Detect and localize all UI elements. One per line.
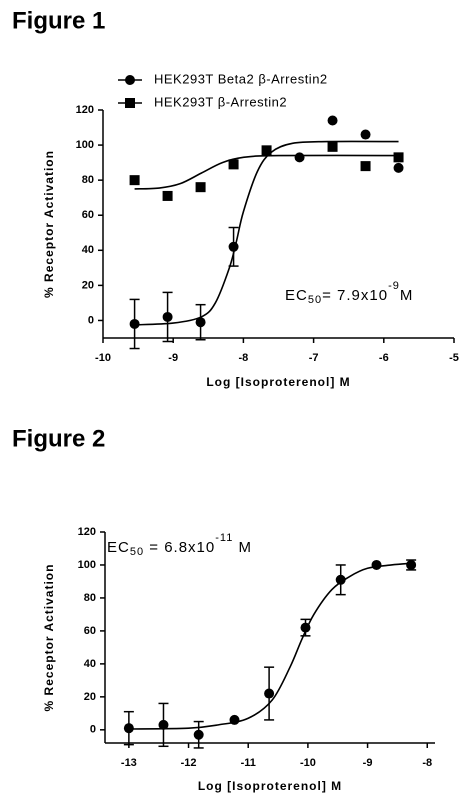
x-axis-label: Log [Isoproterenol] M	[198, 779, 342, 793]
annotation-part: -9	[388, 280, 400, 292]
marker	[229, 714, 240, 725]
annotation-part: M	[233, 539, 252, 556]
fit-curve	[128, 562, 412, 730]
x-tick-label: -9	[363, 757, 373, 769]
y-tick-label: 20	[82, 279, 94, 291]
y-tick-label: 80	[82, 174, 94, 186]
annotation-part: M	[400, 287, 414, 304]
annotation: EC50= 7.9x10-9M	[285, 280, 413, 306]
marker	[162, 311, 173, 322]
marker	[129, 175, 140, 186]
marker	[335, 574, 346, 585]
fit-curve	[134, 154, 399, 190]
marker	[393, 162, 404, 173]
y-axis-label: % Receptor Activation	[42, 564, 56, 712]
legend-label: HEK293T β-Arrestin2	[154, 94, 287, 109]
x-tick-label: -10	[300, 757, 316, 769]
annotation-part: EC	[107, 539, 130, 556]
marker	[264, 688, 275, 699]
annotation-part: 50	[308, 294, 322, 306]
marker	[327, 115, 338, 126]
y-tick-label: 20	[84, 691, 96, 703]
figure-title: Figure 2	[12, 425, 105, 452]
marker	[162, 190, 173, 201]
marker	[125, 98, 135, 108]
marker	[123, 723, 134, 734]
y-tick-label: 40	[82, 244, 94, 256]
y-tick-label: 0	[90, 724, 96, 736]
x-tick-label: -8	[239, 352, 249, 364]
y-axis-label: % Receptor Activation	[42, 150, 56, 298]
marker	[360, 129, 371, 140]
marker	[125, 75, 135, 85]
y-tick-label: 120	[78, 526, 96, 538]
annotation-part: = 6.8x10	[144, 539, 215, 556]
x-tick-label: -7	[309, 352, 319, 364]
marker	[193, 729, 204, 740]
marker	[327, 141, 338, 152]
y-tick-label: 0	[88, 314, 94, 326]
marker	[294, 152, 305, 163]
marker	[406, 559, 417, 570]
x-tick-label: -6	[379, 352, 389, 364]
marker	[228, 241, 239, 252]
marker	[195, 182, 206, 193]
y-tick-label: 40	[84, 658, 96, 670]
marker	[228, 159, 239, 170]
marker	[371, 559, 382, 570]
y-tick-label: 80	[84, 592, 96, 604]
x-axis-label: Log [Isoproterenol] M	[206, 375, 350, 389]
marker	[129, 318, 140, 329]
marker	[195, 317, 206, 328]
x-tick-label: -11	[241, 757, 256, 769]
marker	[300, 622, 311, 633]
annotation-part: -11	[215, 532, 233, 544]
x-tick-label: -12	[181, 757, 197, 769]
marker	[360, 161, 371, 172]
x-tick-label: -10	[95, 352, 111, 364]
annotation: EC50 = 6.8x10-11 M	[107, 532, 252, 558]
x-tick-label: -9	[168, 352, 178, 364]
x-tick-label: -13	[121, 757, 137, 769]
annotation-part: = 7.9x10	[322, 287, 388, 304]
marker	[393, 152, 404, 163]
y-tick-label: 100	[78, 559, 96, 571]
legend-label: HEK293T Beta2 β-Arrestin2	[154, 71, 328, 86]
y-tick-label: 60	[84, 625, 96, 637]
annotation-part: EC	[285, 287, 308, 304]
figure-title: Figure 1	[12, 7, 105, 34]
annotation-part: 50	[130, 546, 144, 558]
y-tick-label: 100	[76, 139, 94, 151]
y-tick-label: 60	[82, 209, 94, 221]
y-tick-label: 120	[76, 104, 94, 116]
marker	[261, 145, 272, 156]
marker	[158, 719, 169, 730]
x-tick-label: -5	[449, 352, 459, 364]
x-tick-label: -8	[422, 757, 432, 769]
